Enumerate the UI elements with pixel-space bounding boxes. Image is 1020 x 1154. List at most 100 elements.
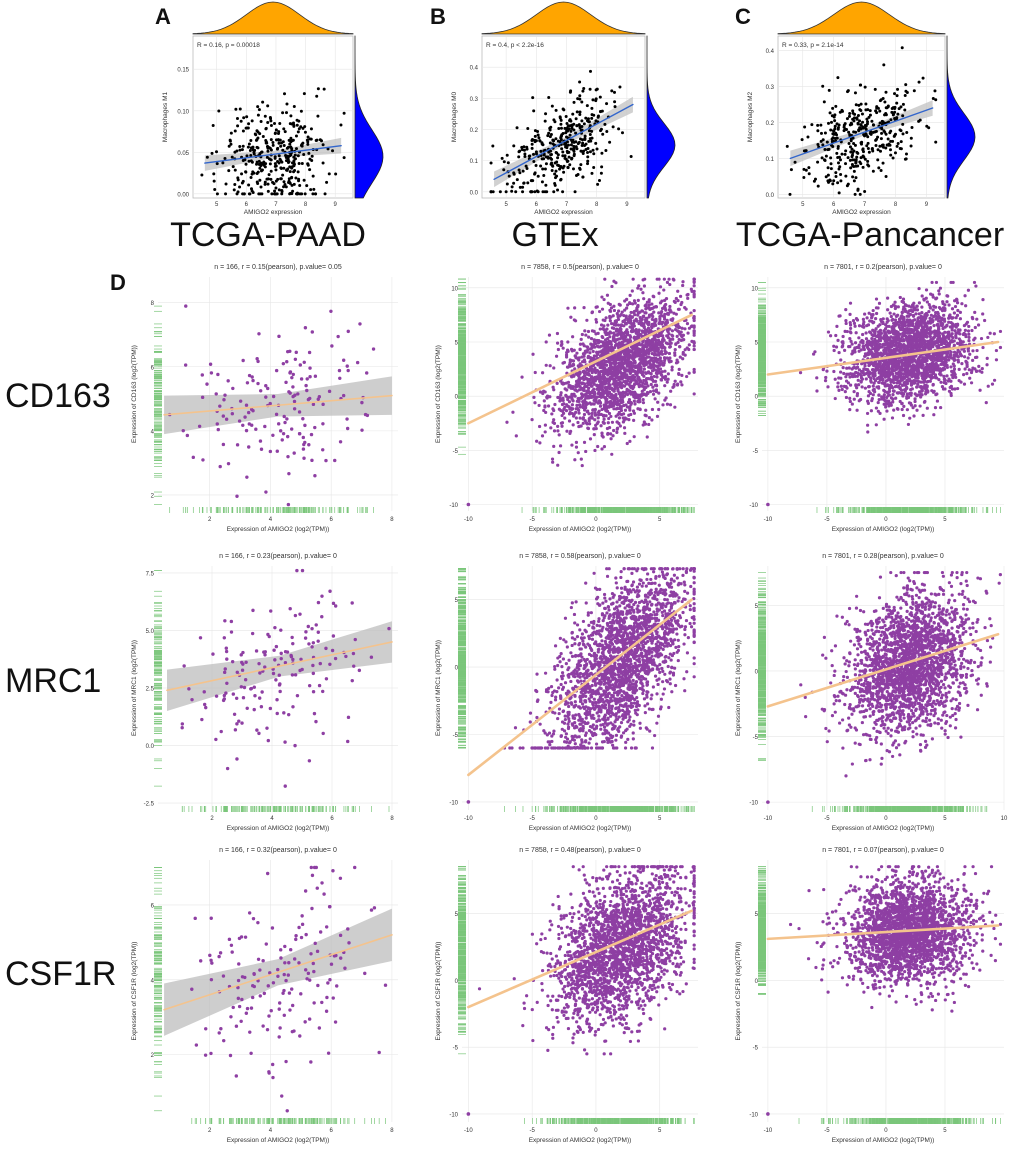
- data-point: [512, 181, 516, 185]
- data-point: [571, 423, 575, 427]
- data-point: [323, 192, 327, 196]
- data-point: [849, 139, 853, 143]
- data-point: [896, 142, 900, 146]
- data-point: [623, 299, 627, 303]
- x-tick-label: 0: [594, 517, 598, 523]
- data-point: [532, 159, 536, 163]
- data-point: [544, 183, 548, 187]
- data-point: [514, 434, 518, 438]
- y-density-curve: [354, 35, 384, 199]
- data-point: [255, 145, 259, 149]
- data-point: [677, 372, 681, 376]
- data-point: [640, 317, 644, 322]
- data-point: [292, 451, 296, 455]
- data-point: [609, 399, 613, 404]
- data-point: [826, 121, 830, 125]
- data-point: [692, 292, 696, 296]
- data-point: [289, 114, 293, 118]
- data-point: [597, 309, 602, 314]
- data-point: [285, 417, 289, 421]
- data-point: [602, 297, 606, 302]
- data-point: [672, 299, 676, 304]
- data-point: [826, 166, 830, 170]
- data-point: [868, 109, 872, 113]
- data-point: [861, 165, 865, 169]
- data-point: [540, 180, 544, 184]
- data-point: [288, 154, 292, 158]
- data-point: [610, 89, 614, 93]
- data-point: [644, 360, 648, 364]
- data-point: [599, 340, 603, 344]
- data-point: [247, 422, 252, 426]
- data-point: [600, 365, 604, 370]
- panel-c: 5 6 7 8 9 0.0 0.1 0.2 0.3 0.4 AMIGO2 expression Mac…: [747, 1, 976, 216]
- data-point: [263, 182, 267, 186]
- data-point: [553, 161, 557, 165]
- data-point: [556, 139, 560, 143]
- data-point: [523, 154, 527, 158]
- data-point: [561, 190, 565, 194]
- data-point: [549, 153, 553, 157]
- data-point: [844, 162, 848, 166]
- data-point: [218, 464, 222, 469]
- x-tick-label: 5: [215, 202, 219, 208]
- data-point: [282, 127, 286, 131]
- data-point: [257, 332, 261, 336]
- data-point: [554, 108, 558, 112]
- data-point: [658, 285, 663, 289]
- data-point: [288, 181, 292, 185]
- data-point: [277, 154, 281, 158]
- data-point: [884, 132, 888, 136]
- data-point: [681, 283, 685, 288]
- data-point: [577, 424, 582, 429]
- data-point: [556, 424, 560, 428]
- data-point: [257, 108, 261, 112]
- data-point: [859, 83, 863, 87]
- y-density-curve: [946, 35, 976, 199]
- data-point: [605, 102, 609, 106]
- data-point: [334, 172, 338, 176]
- data-point: [299, 377, 304, 381]
- data-point: [612, 331, 616, 335]
- data-point: [884, 112, 888, 116]
- data-point: [342, 111, 346, 115]
- data-point: [578, 80, 582, 84]
- data-point: [846, 182, 850, 186]
- data-point: [647, 422, 651, 427]
- data-point: [247, 183, 251, 187]
- data-point: [252, 150, 256, 154]
- data-point: [556, 463, 560, 467]
- data-point: [650, 312, 654, 316]
- data-point: [230, 155, 234, 159]
- data-point: [248, 149, 252, 153]
- data-point: [271, 143, 275, 147]
- data-point: [267, 173, 271, 177]
- data-point: [243, 415, 247, 419]
- data-point: [358, 322, 362, 326]
- data-point: [843, 152, 847, 156]
- data-point: [679, 380, 683, 384]
- data-point: [611, 347, 615, 351]
- data-point: [626, 303, 630, 307]
- data-point: [627, 413, 631, 417]
- data-point: [631, 302, 635, 306]
- data-point: [547, 131, 551, 135]
- data-point: [850, 162, 854, 166]
- data-point: [867, 150, 871, 154]
- data-point: [583, 419, 587, 423]
- data-point: [236, 176, 240, 180]
- data-point: [302, 456, 306, 460]
- data-point: [588, 150, 592, 154]
- data-point: [903, 108, 907, 112]
- data-point: [515, 126, 519, 130]
- data-point: [676, 307, 681, 311]
- data-point: [236, 124, 240, 128]
- data-point: [594, 317, 598, 322]
- data-point: [821, 84, 825, 88]
- data-point: [247, 122, 251, 126]
- data-point: [579, 457, 583, 461]
- data-point: [209, 371, 214, 375]
- data-point: [574, 440, 579, 444]
- data-point: [904, 83, 908, 87]
